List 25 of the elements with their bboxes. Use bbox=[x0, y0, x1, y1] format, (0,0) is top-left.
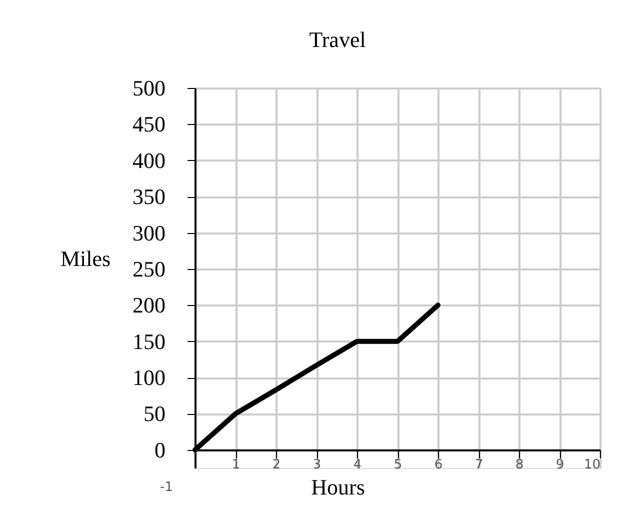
chart-title: Travel bbox=[309, 27, 366, 52]
x-tick-label: 4 bbox=[353, 457, 362, 472]
x-tick-label: 2 bbox=[272, 457, 281, 472]
x-tick-label: 7 bbox=[474, 457, 484, 472]
y-tick-label: 450 bbox=[132, 112, 166, 137]
y-tick-label: 200 bbox=[132, 292, 166, 318]
y-tick-label: 100 bbox=[132, 365, 166, 390]
y-tick-label: 150 bbox=[132, 328, 166, 354]
y-tick-label: 300 bbox=[132, 220, 166, 246]
x-tick-label: 3 bbox=[312, 457, 322, 472]
x-tick-label: 9 bbox=[556, 457, 564, 472]
x-tick-label: 5 bbox=[394, 457, 402, 472]
x-tick-label: 8 bbox=[515, 457, 524, 472]
y-tick-label: 400 bbox=[132, 148, 166, 173]
x-axis-title: Hours bbox=[311, 474, 365, 500]
x-tick-label: 1 bbox=[232, 457, 240, 472]
y-tick-label: 50 bbox=[144, 401, 166, 426]
y-tick-label: 250 bbox=[132, 256, 166, 282]
text: -1 bbox=[160, 480, 173, 495]
x-tick-label: 6 bbox=[434, 457, 443, 472]
y-tick-label: 500 bbox=[132, 76, 166, 100]
y-tick-label: 0 bbox=[154, 437, 166, 462]
x-tick-label: 10 bbox=[584, 457, 600, 472]
y-tick-label: 350 bbox=[132, 184, 166, 210]
y-axis-title: Miles bbox=[60, 246, 111, 271]
